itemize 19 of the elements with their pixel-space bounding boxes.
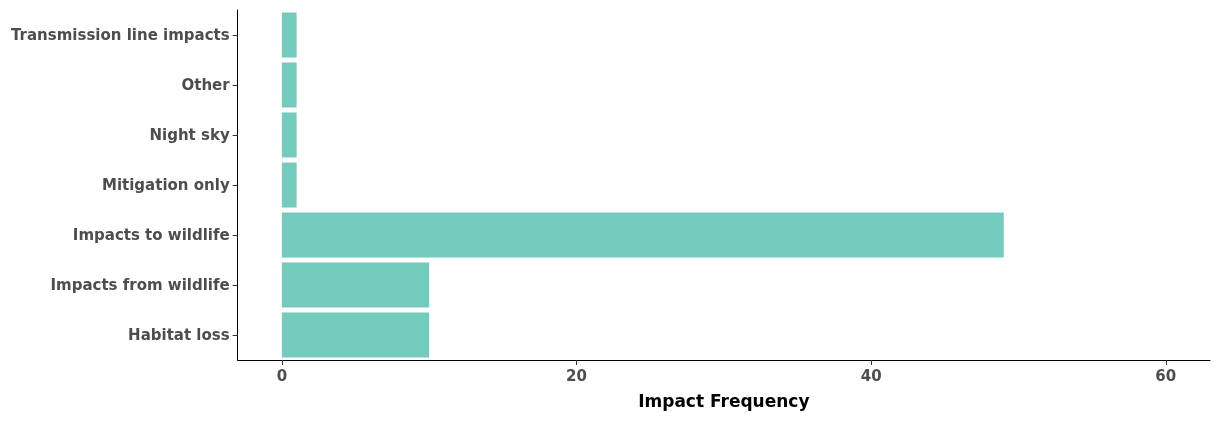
- bar: [281, 112, 297, 158]
- bar: [281, 262, 430, 308]
- x-tick-label: 40: [860, 366, 882, 385]
- x-tick-label: 60: [1155, 366, 1177, 385]
- y-tick-label: Habitat loss: [128, 326, 230, 344]
- bar: [281, 162, 297, 208]
- bar: [281, 312, 430, 358]
- x-tick-label: 0: [276, 366, 288, 385]
- y-tick-label: Other: [181, 76, 231, 94]
- y-tick-label: Impacts to wildlife: [72, 226, 230, 244]
- x-axis-title: Impact Frequency: [638, 390, 810, 411]
- y-tick-label: Mitigation only: [101, 176, 230, 194]
- y-tick-label: Transmission line impacts: [10, 26, 230, 44]
- bar: [281, 62, 297, 108]
- y-tick-label: Night sky: [149, 126, 230, 144]
- x-tick-label: 20: [566, 366, 587, 385]
- y-tick-label: Impacts from wildlife: [50, 276, 230, 294]
- bar: [281, 212, 1004, 258]
- bar: [281, 12, 297, 58]
